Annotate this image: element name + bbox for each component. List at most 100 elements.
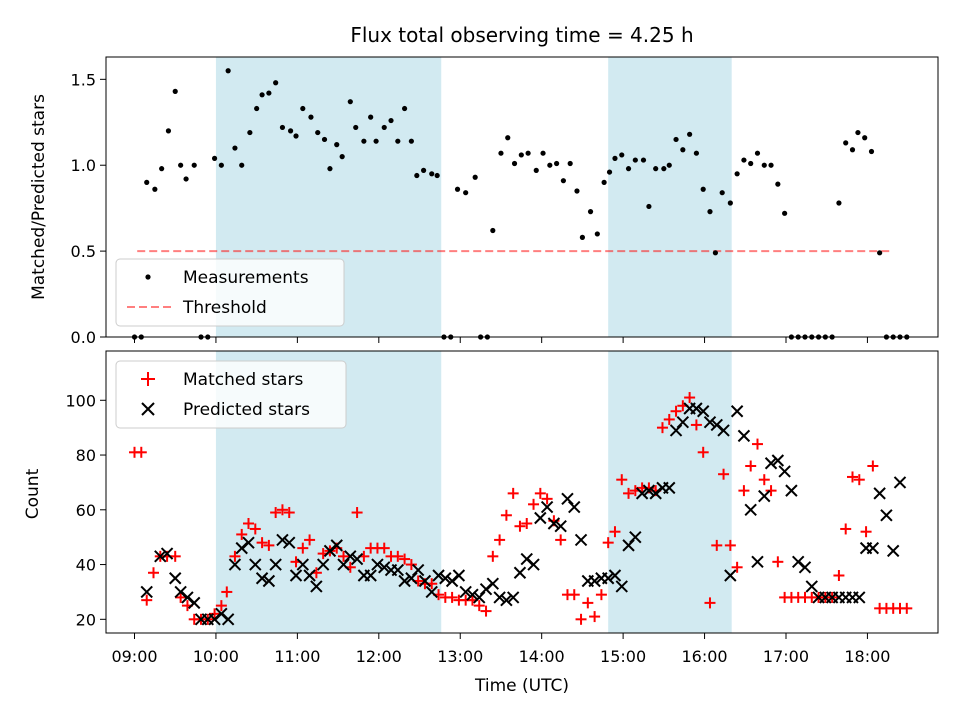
predicted-point-b (663, 481, 676, 495)
predicted-point (737, 429, 751, 443)
matched-point (901, 602, 913, 614)
predicted-point (703, 415, 717, 429)
predicted-point-b (785, 484, 798, 497)
shaded-interval (608, 57, 732, 337)
predicted-point (622, 539, 635, 552)
predicted-point (452, 569, 466, 582)
predicted-point-b (696, 405, 710, 418)
measurement-point (574, 188, 580, 194)
measurement-point (761, 162, 767, 168)
measurement-point (334, 142, 340, 148)
matched-point (704, 597, 716, 609)
measurement-point (849, 147, 856, 153)
bottom-xtick-label: 15:00 (600, 647, 646, 666)
predicted-point-b (174, 585, 187, 599)
predicted-point-b (215, 607, 228, 621)
predicted-point (371, 558, 384, 571)
predicted-point-b (547, 517, 561, 530)
predicted-point (398, 574, 411, 588)
predicted-point-b (330, 539, 343, 552)
measurement-point (653, 166, 659, 172)
measurement-point (395, 138, 401, 144)
predicted-point-b (493, 591, 506, 604)
count-panel: 20 40 60 80 100 09:00 10:00 11:00 12:00 13:00 14:… (23, 350, 939, 696)
matched-point (215, 600, 227, 612)
measurement-point (579, 234, 585, 240)
measurement-point (862, 135, 868, 141)
bottom-xtick-label: 13:00 (437, 647, 483, 666)
bottom-ytick-label: 100 (65, 391, 96, 410)
predicted-point-b (140, 585, 153, 599)
matched-point (738, 485, 750, 497)
predicted-point-b (500, 593, 513, 607)
predicted-point-b (283, 536, 296, 549)
predicted-point-b (873, 487, 886, 500)
predicted-point-b (730, 405, 744, 418)
measurement-point (533, 167, 539, 173)
measurement-point (239, 162, 245, 168)
predicted-point-b (534, 511, 547, 525)
predicted-point-b (242, 536, 255, 549)
predicted-point (249, 558, 262, 571)
matched-stars-points (129, 392, 913, 625)
matched-point (500, 509, 512, 521)
predicted-point-b (432, 569, 445, 582)
legend-measurements-marker (145, 274, 151, 280)
predicted-point (893, 476, 907, 489)
matched-point (867, 460, 879, 472)
predicted-point (283, 536, 296, 549)
predicted-point-b (154, 550, 167, 563)
predicted-point-b (310, 580, 323, 593)
matched-point (718, 468, 730, 480)
measurement-point (518, 152, 524, 158)
measurement-point (273, 80, 279, 86)
bottom-xtick-label: 10:00 (193, 647, 239, 666)
predicted-point-b (296, 558, 310, 571)
predicted-point-b (452, 569, 466, 582)
measurement-point (554, 160, 560, 167)
bottom-y-ticks: 20 40 60 80 100 (65, 391, 106, 629)
predicted-point-b (791, 555, 805, 569)
measurement-point (211, 155, 218, 161)
predicted-point-b (262, 574, 276, 588)
measurement-point (525, 150, 531, 156)
predicted-point (262, 574, 276, 588)
chart-title: Flux total observing time = 4.25 h (350, 23, 693, 47)
predicted-point-b (758, 489, 771, 503)
measurement-point (472, 174, 478, 180)
predicted-point (378, 561, 391, 574)
predicted-point (663, 481, 676, 495)
matched-point (684, 392, 696, 404)
matched-point (514, 520, 526, 532)
predicted-point (154, 550, 167, 563)
matched-point (853, 474, 865, 486)
matched-point (860, 526, 872, 538)
measurement-point (172, 88, 178, 94)
predicted-point-b (344, 550, 357, 563)
top-ytick-label: 0.0 (71, 328, 96, 347)
matched-point (840, 523, 852, 535)
predicted-point (764, 457, 778, 470)
matched-point (249, 523, 261, 535)
matched-point (175, 591, 187, 603)
measurement-point (498, 150, 504, 156)
predicted-point (459, 585, 472, 599)
top-x-ticks (134, 337, 868, 343)
legend-predicted-label: Predicted stars (183, 400, 310, 420)
top-legend: Measurements Threshold (115, 258, 345, 327)
predicted-point-b (221, 613, 235, 626)
predicted-point-b (568, 500, 581, 514)
predicted-point-b (751, 555, 764, 569)
predicted-point-b (473, 591, 486, 604)
predicted-point-b (764, 457, 778, 470)
predicted-point-b (635, 487, 649, 500)
predicted-point-b (371, 558, 384, 571)
predicted-point-b (601, 572, 615, 585)
measurement-point (259, 92, 265, 98)
top-axes-frame (105, 56, 939, 338)
matched-point (528, 498, 540, 510)
matched-point (623, 487, 635, 499)
measurement-point (308, 114, 314, 120)
measurement-point (612, 155, 618, 161)
